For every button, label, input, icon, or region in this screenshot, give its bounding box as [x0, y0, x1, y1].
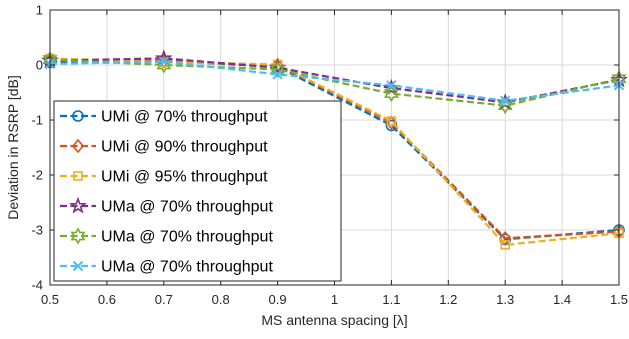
series-layer: [41, 49, 628, 250]
series-3-point-5: [500, 240, 511, 250]
legend-label-4: UMa @ 70% throughput: [101, 199, 273, 216]
legend: UMi @ 70% throughput UMi @ 90% throughput…: [53, 100, 342, 282]
legend-label-2: UMi @ 90% throughput: [101, 139, 268, 156]
legend-label-1: UMi @ 70% throughput: [101, 109, 268, 126]
series-6-point-3-stroke-b: [272, 69, 283, 80]
series-6-point-3: [272, 69, 283, 80]
series-6-point-4: [386, 80, 397, 91]
legend-marker-6-stroke-b: [72, 260, 84, 272]
y-tick-label-0: -4: [31, 278, 43, 293]
series-6-point-5-stroke-b: [499, 95, 511, 106]
legend-label-5: UMa @ 70% throughput: [101, 229, 273, 246]
x-tick-label-3: 0.8: [212, 292, 230, 307]
series-6-point-2: [158, 56, 170, 67]
legend-box: [53, 100, 342, 282]
legend-label-6: UMa @ 70% throughput: [101, 259, 273, 276]
y-tick-label-3: -1: [31, 113, 43, 128]
series-5-line: [49, 58, 620, 107]
legend-marker-3: [73, 171, 83, 181]
x-tick-label-1: 0.6: [98, 292, 116, 307]
x-tick-label-5: 1: [331, 292, 338, 307]
series-6-line: [49, 60, 620, 102]
x-axis-label: MS antenna spacing [λ]: [261, 312, 407, 328]
legend-marker-2: [71, 138, 85, 154]
y-tick-label-1: -3: [31, 223, 43, 238]
y-tick-label-5: 1: [36, 3, 43, 18]
series-5-point-5: [497, 97, 513, 115]
series-6-point-5: [499, 95, 511, 106]
x-tick-label-0: 0.5: [41, 292, 59, 307]
ticks: 0.5 0.6 0.7 0.8 0.9 1 1.1 1.2 1.3 1.4 1.5 -4 -3 -2 -1 0…: [31, 3, 628, 308]
y-tick-label-4: 0: [36, 58, 43, 73]
series-5-point-4: [383, 84, 399, 103]
x-tick-label-6: 1.1: [382, 292, 400, 307]
legend-label-3: UMi @ 95% throughput: [101, 169, 268, 186]
x-tick-label-2: 0.7: [155, 292, 173, 307]
x-tick-label-4: 0.9: [269, 292, 287, 307]
legend-marker-1: [72, 110, 84, 122]
x-tick-label-7: 1.2: [439, 292, 457, 307]
series-3-point-4: [386, 116, 397, 126]
series-5-point-3: [270, 60, 286, 79]
y-axis-label: Deviation in RSRP [dB]: [5, 75, 21, 219]
legend-marker-4: [69, 196, 87, 214]
series-6-point-2-stroke-b: [158, 56, 170, 67]
legend-marker-6: [72, 260, 84, 272]
y-tick-label-2: -2: [31, 168, 43, 183]
legend-marker-5: [70, 227, 86, 245]
x-tick-label-8: 1.3: [496, 292, 514, 307]
x-tick-label-10: 1.5: [610, 292, 628, 307]
series-2-point-5: [499, 231, 512, 246]
x-tick-label-9: 1.4: [553, 292, 571, 307]
series-6-point-4-stroke-b: [386, 80, 397, 91]
